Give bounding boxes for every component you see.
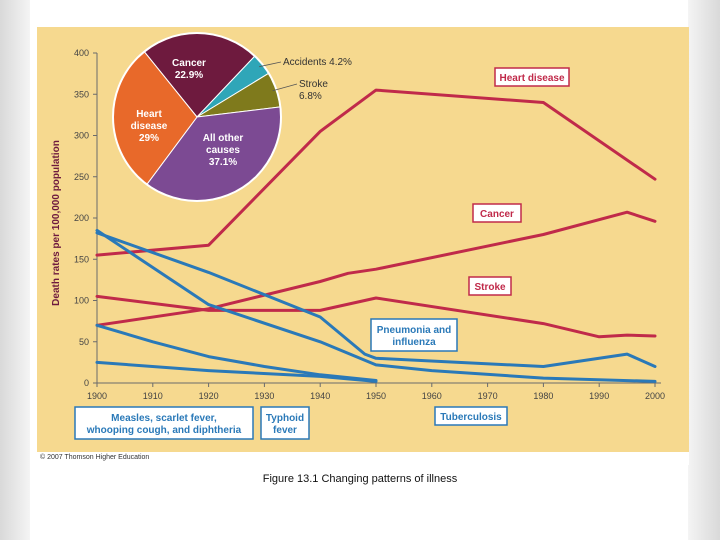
x-tick-label: 1970	[478, 391, 498, 401]
series-label-measles-scarlet-fever-whooping-cough-and-diphtheria: Measles, scarlet fever,whooping cough, a…	[74, 406, 254, 440]
x-tick-label: 1900	[87, 391, 107, 401]
series-line-tuberculosis	[95, 228, 657, 383]
x-tick-label: 1910	[143, 391, 163, 401]
y-axis-label: Death rates per 100,000 population	[51, 140, 62, 306]
x-tick-label: 1930	[254, 391, 274, 401]
series-label-text: fever	[273, 425, 297, 436]
pie-label-text: causes	[206, 145, 240, 156]
series-label-text: Pneumonia and	[377, 325, 451, 336]
series-label-box	[472, 203, 522, 223]
series-label-text: influenza	[392, 337, 436, 348]
figure-caption: Figure 13.1 Changing patterns of illness	[262, 473, 458, 485]
background-right-edge	[688, 0, 720, 540]
y-tick-label: 250	[74, 172, 89, 182]
y-tick-label: 100	[74, 296, 89, 306]
pie-label-text: Heart	[136, 109, 162, 120]
pie-outline	[112, 32, 282, 202]
series-label-box	[260, 406, 310, 440]
x-tick-label: 1960	[422, 391, 442, 401]
series-line-cancer	[95, 210, 657, 327]
y-tick-label: 400	[74, 48, 89, 58]
series-label-box	[468, 276, 512, 296]
x-tick-label: 1940	[310, 391, 330, 401]
series-line-heart-disease	[95, 88, 657, 257]
y-tick-label: 350	[74, 89, 89, 99]
series-label-text: whooping cough, and diphtheria	[86, 425, 242, 436]
credit-text: © 2007 Thomson Higher Education	[40, 454, 150, 461]
pie-label-text: 29%	[139, 133, 159, 144]
series-label-text: Measles, scarlet fever,	[111, 413, 217, 424]
series-label-cancer: Cancer	[472, 203, 522, 223]
pie-label-text: Stroke	[299, 79, 328, 90]
series-label-box	[494, 67, 570, 87]
series-label-box	[74, 406, 254, 440]
x-tick-label: 1990	[589, 391, 609, 401]
figure-panel: 0 50 100 150 200 250 300 350 400 1900 1910 1920 1930…	[37, 27, 689, 465]
y-tick-label: 0	[84, 378, 89, 388]
series-line-pneumonia-and-influenza	[95, 231, 657, 368]
x-tick-label: 2000	[645, 391, 665, 401]
pie-label-text: 6.8%	[299, 91, 322, 102]
series-label-box	[434, 406, 508, 426]
pie-label-text: 22.9%	[175, 70, 203, 81]
pie-label-accidents-4-2: Accidents 4.2%	[259, 57, 352, 68]
series-label-text: Typhoid	[266, 413, 304, 424]
pie-label-text: Cancer	[172, 58, 206, 69]
series-label-text: Stroke	[474, 282, 506, 293]
y-tick-label: 200	[74, 213, 89, 223]
series-label-text: Tuberculosis	[440, 412, 502, 423]
series-label-text: Heart disease	[499, 73, 564, 84]
series-label-heart-disease: Heart disease	[494, 67, 570, 87]
pie-leader-line	[259, 61, 282, 68]
y-tick-label: 50	[79, 337, 89, 347]
series-label-tuberculosis: Tuberculosis	[434, 406, 508, 426]
chart-svg: 0 50 100 150 200 250 300 350 400 1900 1910 1920 1930…	[37, 27, 689, 452]
series-label-box	[370, 318, 458, 352]
series-label-text: Cancer	[480, 209, 514, 220]
y-tick-label: 150	[74, 254, 89, 264]
pie-label-text: Accidents 4.2%	[283, 57, 352, 68]
x-tick-label: 1950	[366, 391, 386, 401]
pie-leader-line	[272, 83, 298, 92]
x-tick-label: 1980	[533, 391, 553, 401]
background-left-edge	[0, 0, 30, 540]
pie-label-text: disease	[131, 121, 168, 132]
x-tick-label: 1920	[199, 391, 219, 401]
pie-label-text: 37.1%	[209, 157, 237, 168]
pie-label-text: All other	[203, 133, 244, 144]
y-tick-label: 300	[74, 131, 89, 141]
series-line-typhoid-fever	[95, 360, 378, 383]
series-label-stroke: Stroke	[468, 276, 512, 296]
